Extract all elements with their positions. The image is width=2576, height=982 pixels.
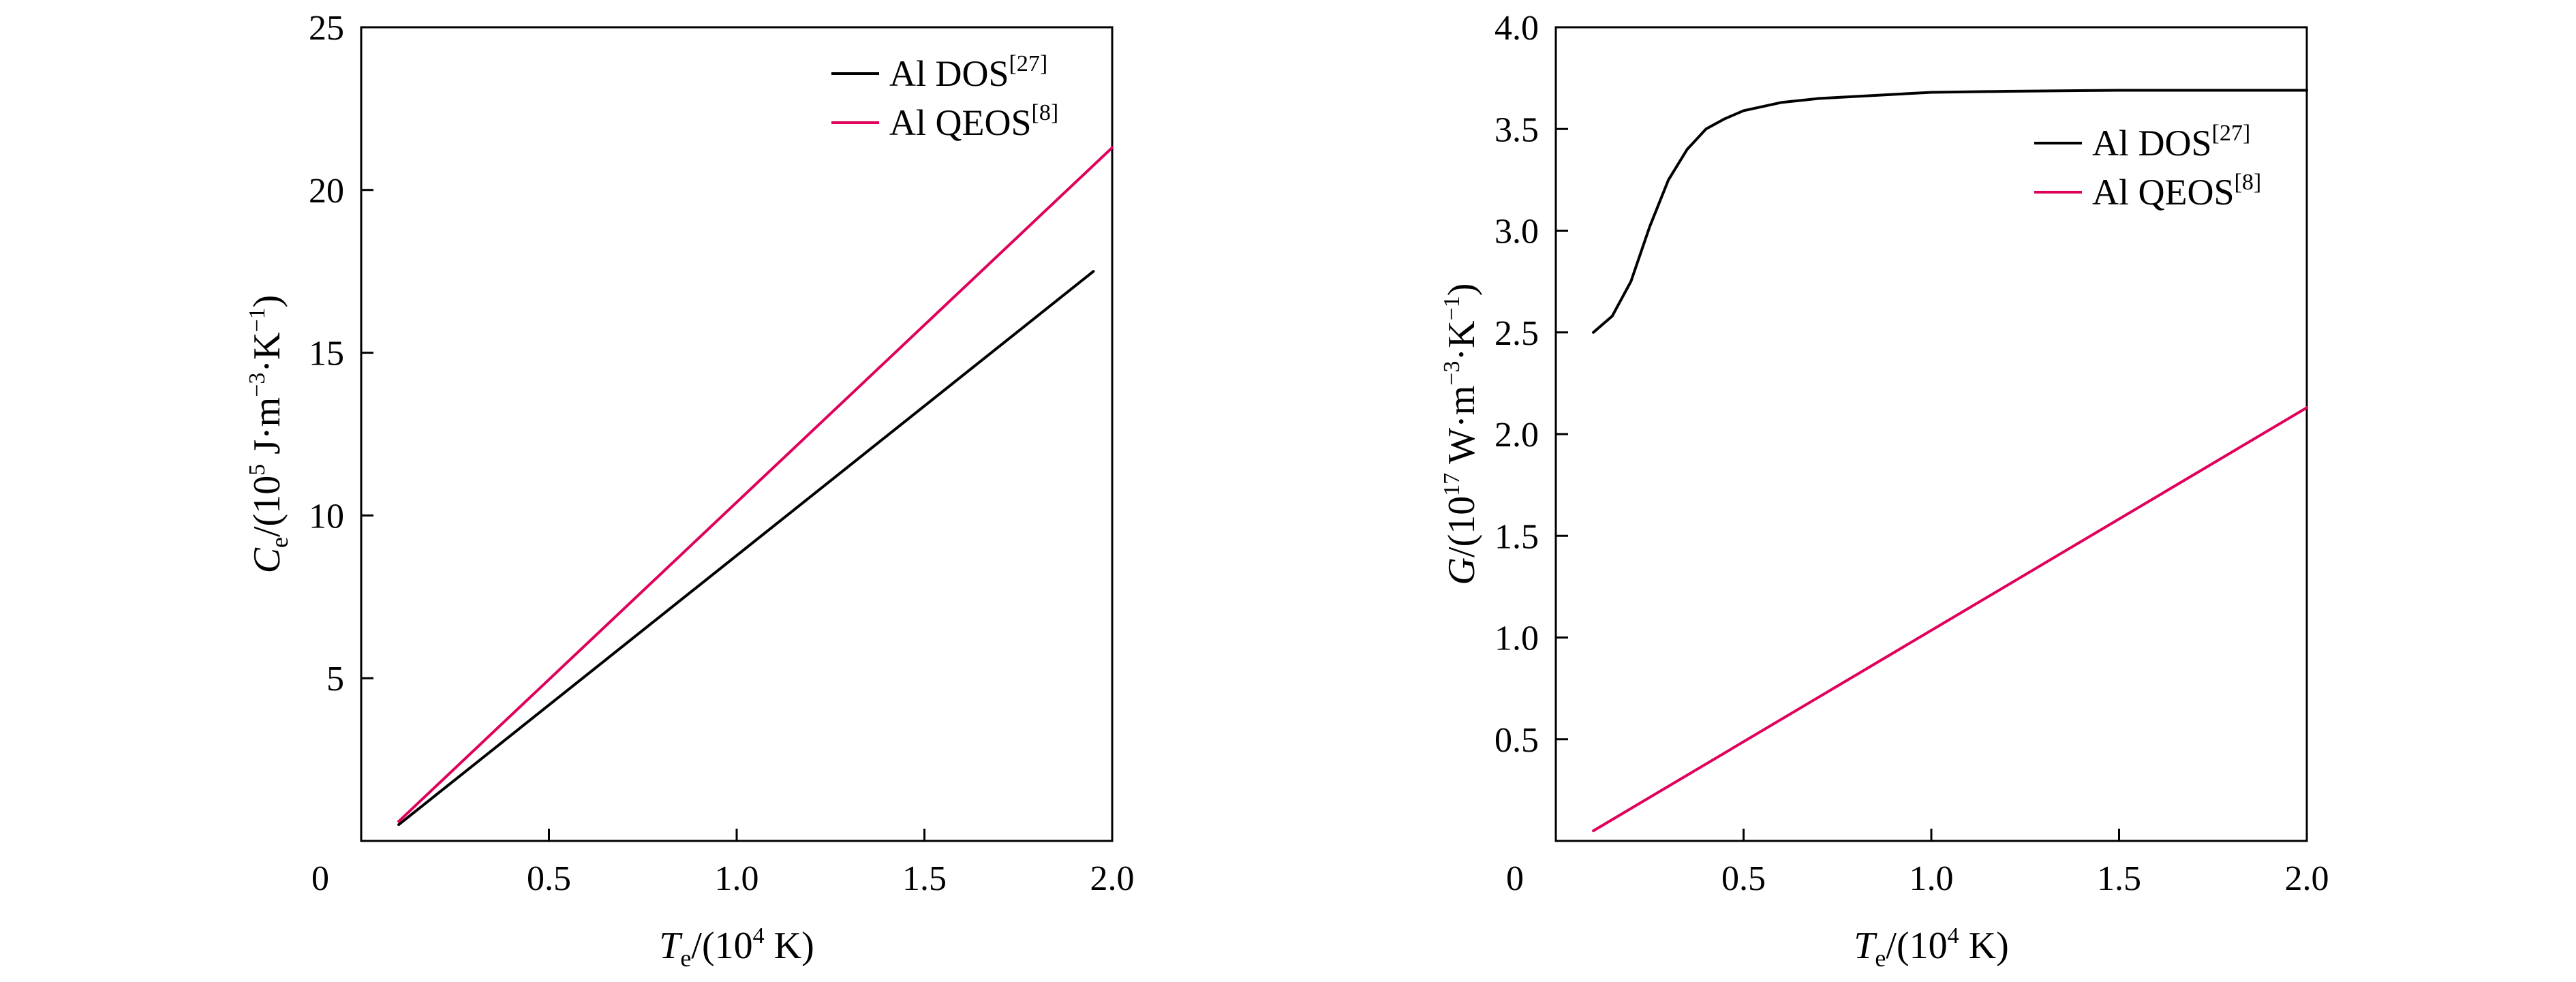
y-tick-label: 2.0 <box>1494 416 1539 455</box>
legend-label: Al DOS[27] <box>889 51 1047 94</box>
x-tick-label: 1.0 <box>1910 859 1954 898</box>
x-tick-label: 1.5 <box>902 859 947 898</box>
series-line-al-dos <box>1592 89 2308 334</box>
y-axis-label: G/(1017 W·m−3·K−1) <box>1439 283 1483 585</box>
y-tick-label: 1.0 <box>1494 619 1539 658</box>
chart-electron-heat-capacity: 0.5 1.0 1.5 2.0 0 5 10 15 20 25 Al DOS[27] Al QEOS[… <box>245 9 1135 972</box>
y-axis-label: Ce/(105 J·m−3·K−1) <box>245 295 293 574</box>
x-axis-label: Te/(104 K) <box>1854 923 2008 972</box>
y-tick-label: 25 <box>309 9 344 48</box>
plot-frame <box>360 26 1114 842</box>
series-line-al-dos <box>397 270 1095 827</box>
x-tick-label: 1.5 <box>2097 859 2141 898</box>
y-tick-label: 4.0 <box>1494 9 1539 48</box>
y-tick-label: 5 <box>326 660 344 699</box>
series-line-al-qeos <box>1592 406 2308 833</box>
x-tick-label: 0.5 <box>1721 859 1766 898</box>
x-tick-label: 2.0 <box>1090 859 1135 898</box>
origin-label: 0 <box>1506 859 1524 898</box>
x-axis-label: Te/(104 K) <box>659 923 814 972</box>
x-tick-label: 2.0 <box>2285 859 2329 898</box>
y-tick-label: 2.5 <box>1494 314 1539 353</box>
y-tick-label: 10 <box>309 497 344 536</box>
series-line-al-qeos <box>397 146 1114 823</box>
y-tick-label: 3.0 <box>1494 213 1539 251</box>
chart-electron-phonon-coupling: 0.5 1.0 1.5 2.0 0 0.5 1.0 1.5 2.0 2.5 3.0 3.5 4.0 Al … <box>1439 9 2329 972</box>
y-tick-label: 15 <box>309 335 344 373</box>
y-tick-label: 0.5 <box>1494 721 1539 760</box>
y-tick-label: 20 <box>309 172 344 211</box>
x-tick-label: 1.0 <box>715 859 759 898</box>
x-tick-label: 0.5 <box>527 859 571 898</box>
legend-label: Al QEOS[8] <box>889 100 1058 143</box>
y-tick-label: 3.5 <box>1494 110 1539 149</box>
y-tick-label: 1.5 <box>1494 517 1539 556</box>
legend-label: Al DOS[27] <box>2092 121 2250 164</box>
legend-label: Al QEOS[8] <box>2092 170 2261 213</box>
origin-label: 0 <box>311 859 329 898</box>
